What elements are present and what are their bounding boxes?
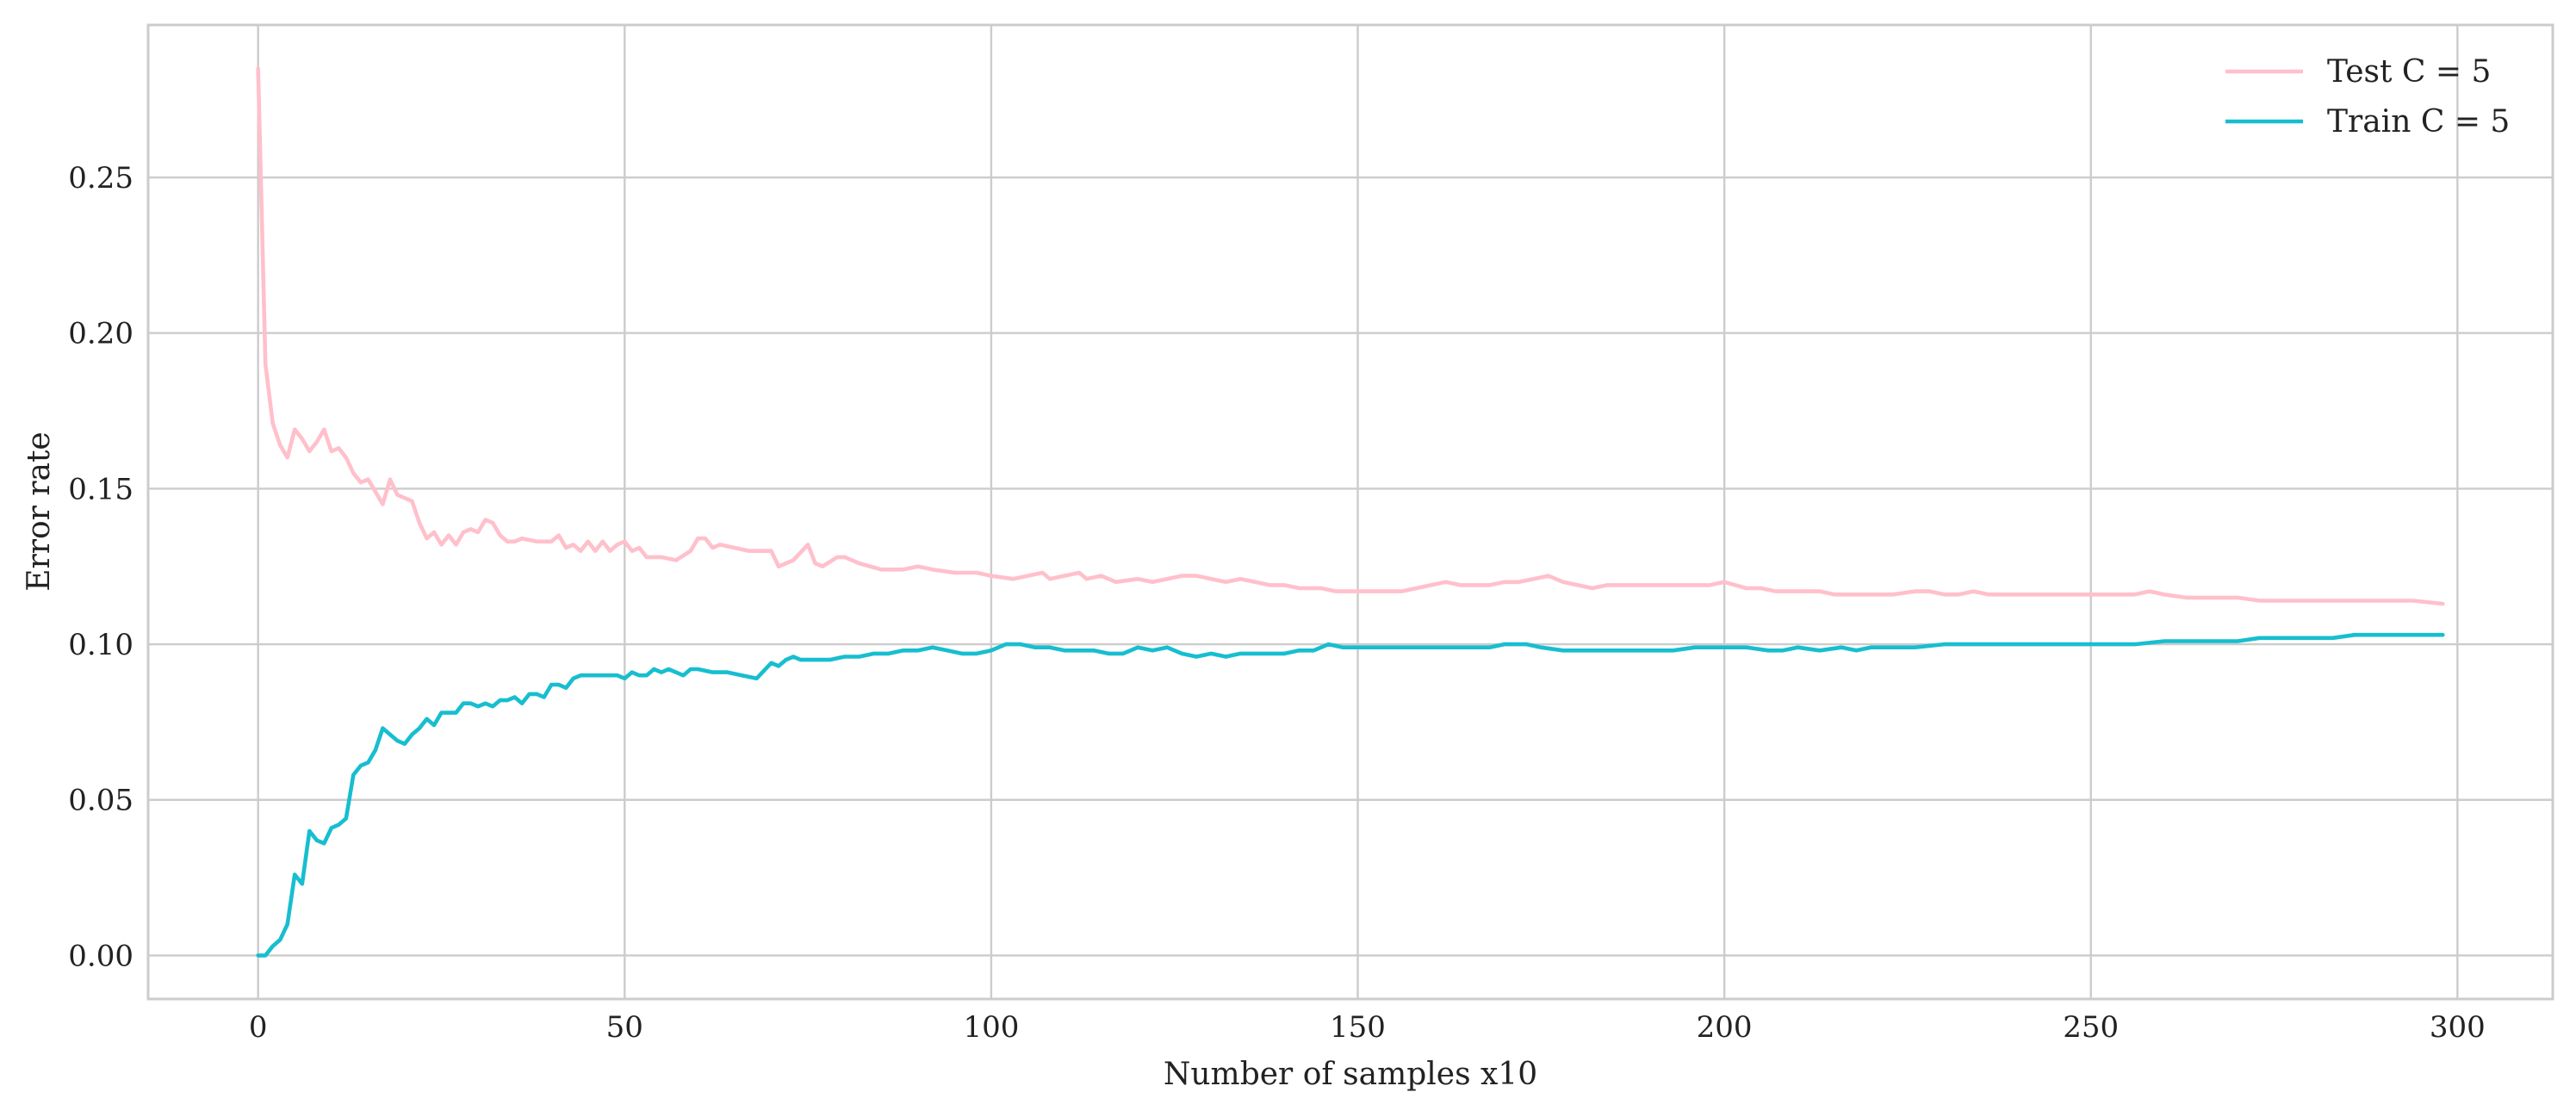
legend-label-train: Train C = 5 xyxy=(2327,104,2510,140)
y-axis-label: Error rate xyxy=(22,431,57,591)
x-tick-label-3: 150 xyxy=(1330,1010,1386,1045)
y-tick-label-0: 0.00 xyxy=(68,939,133,973)
x-tick-label-6: 300 xyxy=(2430,1010,2486,1045)
x-tick-labels: 0 50 100 150 200 250 300 xyxy=(249,1010,2486,1045)
x-tick-label-1: 50 xyxy=(606,1010,643,1045)
x-tick-label-4: 200 xyxy=(1697,1010,1753,1045)
y-tick-label-4: 0.20 xyxy=(68,317,133,351)
plot-background xyxy=(148,25,2553,999)
y-tick-labels: 0.00 0.05 0.10 0.15 0.20 0.25 xyxy=(68,161,133,973)
y-tick-label-5: 0.25 xyxy=(68,161,133,195)
x-tick-label-0: 0 xyxy=(249,1010,268,1045)
x-axis-label: Number of samples x10 xyxy=(1164,1057,1537,1092)
y-tick-label-2: 0.10 xyxy=(68,628,133,662)
x-tick-label-2: 100 xyxy=(963,1010,1019,1045)
x-tick-label-5: 250 xyxy=(2063,1010,2119,1045)
y-tick-label-3: 0.15 xyxy=(68,472,133,506)
legend-label-test: Test C = 5 xyxy=(2327,54,2491,90)
y-tick-label-1: 0.05 xyxy=(68,784,133,818)
